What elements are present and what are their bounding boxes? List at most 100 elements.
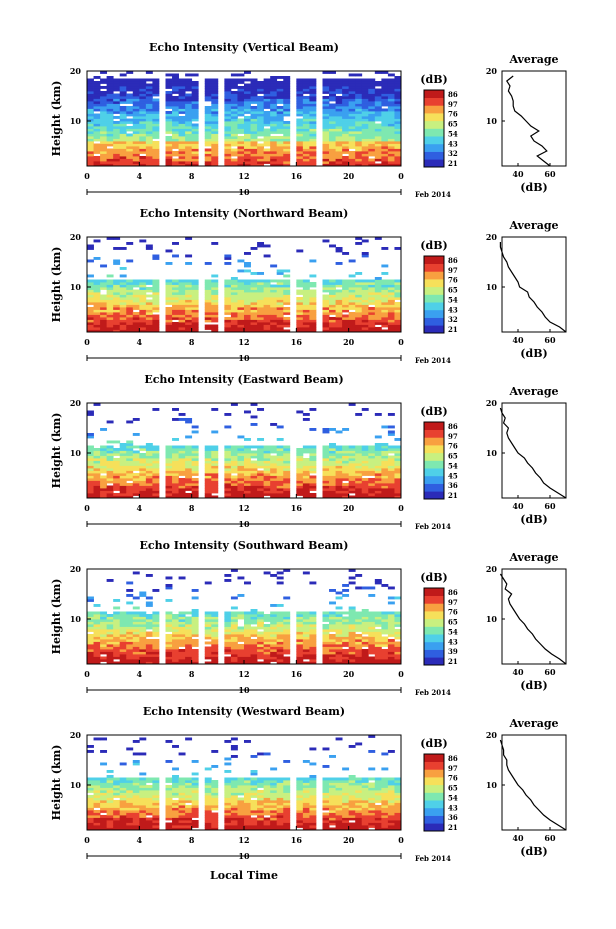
heatmap-cell — [224, 659, 232, 662]
heatmap-cell — [381, 478, 389, 481]
heatmap-cell — [139, 795, 147, 798]
heatmap-cell — [257, 314, 265, 318]
heatmap-cell — [394, 453, 402, 456]
heatmap-cell — [257, 148, 265, 152]
heatmap-cell — [172, 302, 179, 305]
heatmap-cell — [126, 493, 134, 496]
heatmap-cell — [113, 621, 121, 625]
heatmap-cell — [113, 158, 121, 162]
heatmap-cell — [270, 138, 278, 142]
heatmap-cell — [106, 800, 114, 803]
heatmap-cell — [93, 805, 101, 808]
heatmap-cell — [106, 274, 114, 278]
heatmap-cell — [368, 83, 376, 87]
heatmap-cell — [93, 820, 101, 823]
heatmap-cell — [165, 634, 173, 637]
heatmap-cell — [113, 161, 121, 164]
heatmap-cell — [185, 111, 193, 114]
heatmap-cell — [342, 108, 350, 112]
heatmap-cell — [361, 485, 369, 489]
heatmap-cell — [119, 616, 127, 620]
heatmap-cell — [93, 103, 101, 107]
heatmap-cell — [329, 111, 336, 114]
heatmap-cell — [132, 319, 140, 323]
heatmap-cell — [204, 797, 212, 801]
heatmap-cell — [296, 327, 304, 330]
heatmap-cell — [263, 455, 271, 459]
heatmap-cell — [250, 488, 258, 491]
heatmap-cell — [368, 485, 376, 489]
heatmap-cell — [93, 810, 101, 813]
heatmap-cell — [276, 495, 284, 499]
heatmap-cell — [211, 639, 219, 642]
heatmap-cell — [342, 88, 350, 92]
heatmap-cell — [113, 656, 121, 660]
heatmap-cell — [237, 108, 245, 112]
heatmap-cell — [381, 83, 389, 87]
heatmap-cell — [342, 445, 350, 449]
heatmap-cell — [342, 619, 350, 622]
heatmap-cell — [270, 312, 278, 315]
heatmap-cell — [93, 458, 101, 461]
heatmap-cell — [185, 649, 193, 652]
heatmap-cell — [230, 631, 238, 635]
heatmap-cell — [204, 153, 212, 157]
heatmap-cell — [250, 649, 258, 652]
heatmap-cell — [172, 103, 179, 107]
heatmap-cell — [126, 646, 134, 650]
heatmap-cell — [335, 639, 343, 642]
y-axis-label: Height (km) — [50, 413, 63, 489]
heatmap-cell — [139, 815, 147, 818]
heatmap-cell — [119, 309, 127, 313]
heatmap-cell — [387, 284, 395, 288]
heatmap-cell — [172, 790, 179, 793]
heatmap-cell — [387, 309, 395, 313]
heatmap-cell — [244, 118, 251, 122]
heatmap-cell — [361, 490, 369, 494]
heatmap-cell — [191, 327, 199, 330]
heatmap-cell — [106, 136, 114, 139]
heatmap-cell — [119, 304, 127, 308]
heatmap-cell — [270, 88, 278, 92]
heatmap-cell — [172, 480, 179, 484]
heatmap-cell — [387, 465, 395, 469]
heatmap-cell — [276, 312, 284, 315]
heatmap-cell — [211, 616, 219, 620]
heatmap-cell — [224, 425, 232, 429]
heatmap-cell — [322, 634, 330, 637]
heatmap-cell — [126, 319, 134, 323]
heatmap-cell — [119, 450, 127, 454]
heatmap-cell — [263, 289, 271, 293]
heatmap-cell — [322, 314, 330, 318]
heatmap-cell — [132, 611, 140, 615]
heatmap-cell — [250, 287, 258, 290]
heatmap-cell — [237, 629, 245, 632]
heatmap-cell — [119, 495, 127, 499]
heatmap-cell — [368, 113, 376, 117]
heatmap-cell — [185, 780, 193, 783]
heatmap-cell — [348, 455, 356, 459]
heatmap-cell — [87, 619, 94, 622]
heatmap-cell — [257, 619, 265, 622]
heatmap-cell — [342, 123, 350, 127]
heatmap-cell — [270, 604, 278, 607]
heatmap-cell — [250, 646, 258, 650]
average-title: Average — [508, 551, 558, 564]
heatmap-cell — [387, 495, 395, 499]
heatmap-cell — [230, 488, 238, 491]
heatmap-cell — [374, 131, 382, 134]
heatmap-cell — [165, 760, 173, 763]
heatmap-cell — [93, 279, 101, 283]
heatmap-cell — [211, 495, 219, 499]
heatmap-cell — [113, 136, 121, 139]
heatmap-cell — [93, 289, 101, 293]
heatmap-cell — [270, 423, 278, 426]
heatmap-cell — [335, 294, 343, 298]
heatmap-cell — [100, 465, 108, 469]
heatmap-cell — [224, 106, 232, 109]
heatmap-cell — [126, 488, 134, 491]
colorbar-frame — [423, 421, 445, 500]
heatmap-cell — [211, 131, 219, 134]
heatmap-cell — [230, 108, 238, 112]
heatmap-cell — [355, 93, 363, 97]
